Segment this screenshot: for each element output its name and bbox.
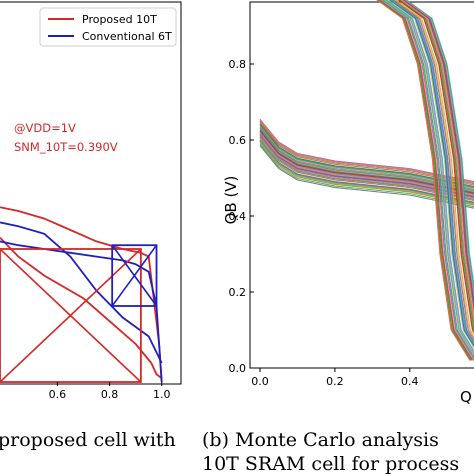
right-panel: 0.00.20.40.60.81.00.00.20.4 QB (V) Q [222, 0, 474, 406]
left-panel: 0.6 0.8 1.0 Proposed 10T Conventional 6T @… [0, 1, 182, 401]
mc-curve-1-36 [380, 0, 474, 361]
mc-curve-1-42 [399, 0, 474, 331]
snm-box-1 [111, 244, 158, 307]
caption-left: proposed cell with [0, 429, 176, 451]
legend-label-conventional: Conventional 6T [82, 30, 172, 43]
left-series-group [0, 206, 163, 383]
right-y-tick-label-4: 0.8 [229, 58, 247, 71]
right-plot-frame [249, 1, 474, 369]
mc-curve-1-37 [400, 0, 474, 325]
mc-curve-1-51 [376, 0, 471, 361]
mc-curve-1-59 [386, 0, 474, 353]
left-x-tick-label-1: 0.8 [101, 388, 119, 401]
legend-label-proposed: Proposed 10T [82, 13, 157, 26]
mc-curve-1-11 [395, 0, 474, 338]
series-line-2 [0, 221, 163, 364]
caption-right-line1: (b) Monte Carlo analysis [202, 429, 439, 451]
mc-curve-1-52 [378, 0, 473, 361]
mc-curve-1-58 [383, 0, 474, 356]
right-y-tick-label-0: 0.0 [229, 362, 247, 375]
mc-curve-1-57 [391, 0, 474, 343]
annotation-vdd: @VDD=1V [14, 121, 76, 135]
right-ticks: 0.00.20.40.60.81.00.00.20.4 [229, 58, 419, 388]
mc-curve-1-3 [381, 0, 474, 361]
annotation-snm: SNM_10T=0.390V [14, 140, 118, 154]
left-x-tick-label-2: 1.0 [153, 388, 171, 401]
snm-diagonal-b-0 [0, 248, 142, 383]
mc-curve-1-48 [394, 0, 474, 339]
right-x-tick-label-2: 0.4 [401, 375, 419, 388]
right-y-tick-label-3: 0.6 [229, 134, 247, 147]
mc-curve-1-22 [405, 0, 474, 292]
right-y-tick-label-1: 0.2 [229, 286, 247, 299]
left-x-ticks: 0.6 0.8 1.0 [49, 382, 171, 401]
caption-right-line2: 10T SRAM cell for process [202, 453, 459, 474]
mc-curve-1-49 [390, 0, 474, 345]
right-x-axis-label: Q [460, 388, 472, 406]
series-line-1 [0, 236, 163, 379]
mc-curve-1-47 [403, 0, 474, 301]
legend: Proposed 10T Conventional 6T [39, 7, 177, 47]
left-plot-frame [0, 1, 182, 385]
mc-curve-1-56 [404, 0, 474, 297]
series-line-3 [0, 240, 163, 383]
left-snm-boxes [0, 244, 158, 383]
mc-curve-1-24 [376, 0, 471, 361]
mc-curve-1-53 [397, 0, 474, 334]
right-x-tick-label-1: 0.2 [326, 375, 344, 388]
right-monte-carlo-curves [259, 0, 474, 361]
snm-box-0 [0, 248, 142, 383]
left-x-tick-label-0: 0.6 [49, 388, 67, 401]
mc-curve-1-23 [379, 0, 474, 361]
mc-curve-1-18 [388, 0, 474, 349]
mc-curve-1-19 [405, 0, 474, 287]
mc-curve-1-12 [377, 0, 472, 361]
mc-curve-1-26 [385, 0, 474, 354]
mc-curve-1-39 [382, 0, 474, 359]
series-line-0 [0, 206, 163, 383]
mc-curve-1-14 [391, 0, 474, 344]
mc-curve-1-34 [393, 0, 474, 341]
right-y-axis-label: QB (V) [222, 176, 240, 225]
mc-curve-1-46 [401, 0, 474, 320]
right-y-tick-label-2: 0.4 [229, 210, 247, 223]
right-x-tick-label-0: 0.0 [251, 375, 269, 388]
mc-curve-1-29 [384, 0, 474, 356]
snm-diagonal-b-1 [111, 244, 158, 307]
mc-curve-1-43 [402, 0, 474, 314]
mc-curve-1-40 [389, 0, 474, 347]
